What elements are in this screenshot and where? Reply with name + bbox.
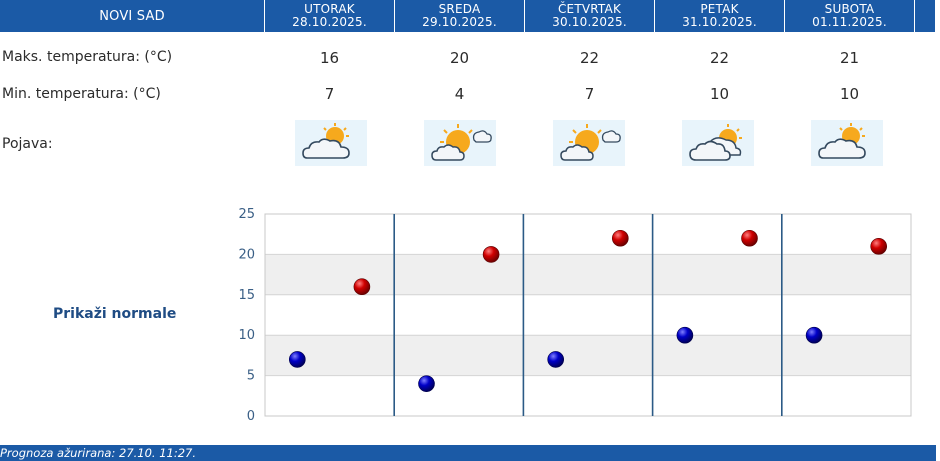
city-label: NOVI SAD bbox=[99, 8, 165, 24]
min-temp-point bbox=[676, 326, 694, 344]
day-header-1: UTORAK 28.10.2025. bbox=[265, 0, 395, 32]
min-temp-value: 10 bbox=[709, 85, 730, 103]
forecast-updated-footer: Prognoza ažurirana: 27.10. 11:27. bbox=[0, 445, 936, 461]
day-date: 28.10.2025. bbox=[292, 15, 367, 29]
temperature-chart: 0 5 10 15 20 25 bbox=[238, 207, 912, 424]
day-name: PETAK bbox=[700, 2, 739, 16]
phenomenon-label: Pojava: bbox=[2, 136, 53, 152]
max-temp-point bbox=[353, 278, 371, 296]
min-temp-point bbox=[288, 351, 306, 368]
max-temp-value: 22 bbox=[579, 49, 600, 67]
max-temp-value: 16 bbox=[319, 49, 340, 67]
day-header-3: ČETVRTAK 30.10.2025. bbox=[525, 0, 655, 32]
min-temp-point bbox=[547, 351, 565, 368]
day-name: ČETVRTAK bbox=[557, 2, 622, 16]
max-temp-value: 21 bbox=[839, 49, 860, 67]
chart-band bbox=[265, 254, 911, 295]
day-date: 01.11.2025. bbox=[812, 15, 887, 29]
min-temp-value: 4 bbox=[454, 85, 465, 103]
day-header-5: SUBOTA 01.11.2025. bbox=[785, 0, 915, 32]
max-temp-label: Maks. temperatura: (°C) bbox=[2, 49, 173, 65]
day-header-4: PETAK 31.10.2025. bbox=[655, 0, 785, 32]
day-name: UTORAK bbox=[304, 2, 355, 16]
y-tick-label: 25 bbox=[238, 207, 255, 222]
max-temp-point bbox=[741, 229, 758, 247]
sun-behind-cloud-icon bbox=[424, 120, 496, 166]
forecast-updated-text: Prognoza ažurirana: 27.10. 11:27. bbox=[0, 446, 197, 460]
min-temp-value: 7 bbox=[584, 85, 595, 103]
partly-cloudy-icon bbox=[295, 120, 367, 166]
plot-area bbox=[264, 213, 912, 417]
min-temp-value: 10 bbox=[839, 85, 860, 103]
max-temp-point bbox=[870, 238, 888, 255]
sun-behind-cloud-icon bbox=[553, 120, 625, 166]
min-temp-label: Min. temperatura: (°C) bbox=[2, 86, 161, 102]
header-spacer bbox=[915, 0, 935, 32]
day-name: SREDA bbox=[438, 2, 481, 16]
show-normals-link[interactable]: Prikaži normale bbox=[53, 306, 177, 322]
y-tick-label: 20 bbox=[238, 247, 255, 262]
max-temp-value: 20 bbox=[449, 49, 470, 67]
y-tick-label: 0 bbox=[247, 409, 255, 424]
chart-band bbox=[265, 335, 911, 376]
min-temp-point bbox=[805, 326, 823, 344]
cloudy-sun-icon bbox=[682, 120, 754, 166]
max-temp-value: 22 bbox=[709, 49, 730, 67]
y-tick-label: 5 bbox=[247, 369, 255, 384]
min-temp-value: 7 bbox=[324, 85, 335, 103]
y-tick-label: 15 bbox=[238, 288, 255, 303]
day-date: 29.10.2025. bbox=[422, 15, 497, 29]
max-temp-point bbox=[611, 229, 629, 247]
partly-cloudy-icon bbox=[811, 120, 883, 166]
city-name: NOVI SAD bbox=[0, 0, 265, 32]
day-date: 31.10.2025. bbox=[682, 15, 757, 29]
min-temp-point bbox=[418, 375, 435, 392]
day-header-2: SREDA 29.10.2025. bbox=[395, 0, 525, 32]
day-date: 30.10.2025. bbox=[552, 15, 627, 29]
y-tick-label: 10 bbox=[238, 328, 255, 343]
forecast-header: NOVI SAD UTORAK 28.10.2025. SREDA 29.10.… bbox=[0, 0, 936, 32]
day-name: SUBOTA bbox=[824, 2, 875, 16]
max-temp-point bbox=[482, 246, 500, 263]
